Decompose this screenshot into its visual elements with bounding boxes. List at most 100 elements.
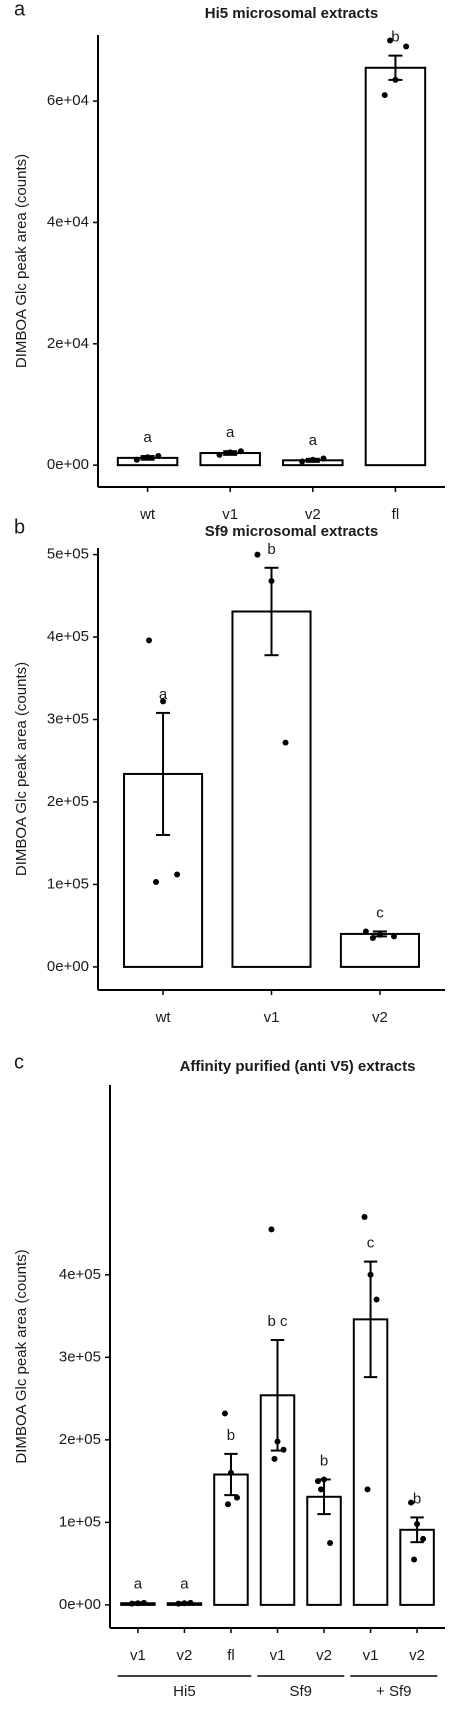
significance-letter: b c: [267, 1313, 288, 1330]
y-tick-label: 1e+05: [47, 875, 89, 892]
significance-letter: c: [376, 904, 384, 921]
y-tick-label: 1e+05: [59, 1513, 101, 1530]
data-point: [174, 871, 181, 878]
data-point: [187, 1599, 194, 1606]
x-tick-label: v1: [130, 1647, 146, 1664]
data-point: [134, 1600, 141, 1607]
data-point: [327, 1540, 334, 1547]
significance-letter: b: [267, 541, 275, 558]
data-point: [181, 1600, 188, 1607]
significance-letter: a: [309, 432, 318, 449]
x-tick-label: v1: [270, 1647, 286, 1664]
y-tick-label: 3e+05: [59, 1348, 101, 1365]
data-point: [144, 454, 151, 461]
y-axis-label: DIMBOA Glc peak area (counts): [13, 1249, 30, 1463]
data-point: [373, 1296, 380, 1303]
data-point: [146, 637, 153, 644]
data-point: [361, 1214, 368, 1221]
y-tick-label: 3e+05: [47, 710, 89, 727]
panel-label: b: [14, 516, 25, 538]
data-point: [140, 1599, 147, 1606]
x-tick-label: v2: [409, 1647, 425, 1664]
data-point: [318, 1486, 325, 1493]
data-point: [237, 448, 244, 455]
chart-title: Hi5 microsomal extracts: [205, 5, 378, 22]
data-point: [321, 1476, 328, 1483]
significance-letter: a: [180, 1575, 189, 1592]
data-point: [268, 1226, 275, 1233]
data-point: [216, 451, 223, 458]
data-point: [376, 931, 383, 938]
group-label: Hi5: [173, 1683, 196, 1700]
y-tick-label: 0e+00: [47, 456, 89, 473]
data-point: [153, 878, 160, 885]
chart-title: Sf9 microsomal extracts: [205, 523, 378, 540]
data-point: [392, 76, 399, 83]
data-point: [369, 935, 376, 942]
y-tick-label: 2e+05: [59, 1431, 101, 1448]
data-point: [224, 1501, 231, 1508]
significance-letter: b: [413, 1490, 421, 1507]
data-point: [362, 928, 369, 935]
x-tick-label: v2: [316, 1647, 332, 1664]
data-point: [234, 1494, 241, 1501]
data-point: [299, 458, 306, 465]
data-point: [414, 1521, 421, 1528]
data-point: [367, 1271, 374, 1278]
x-tick-label: fl: [227, 1647, 235, 1664]
significance-letter: a: [143, 429, 152, 446]
y-tick-label: 6e+04: [47, 92, 89, 109]
significance-letter: b: [391, 29, 399, 46]
y-tick-label: 2e+05: [47, 793, 89, 810]
data-point: [408, 1499, 415, 1506]
data-point: [364, 1486, 371, 1493]
significance-letter: b: [227, 1427, 235, 1444]
panel-label: a: [14, 0, 26, 20]
data-point: [227, 449, 234, 456]
data-point: [227, 1469, 234, 1476]
bar: [231, 610, 312, 968]
group-label: + Sf9: [376, 1683, 411, 1700]
data-point: [381, 92, 388, 99]
panel-label: c: [14, 1051, 24, 1073]
data-point: [309, 456, 316, 463]
y-axis-label: DIMBOA Glc peak area (counts): [13, 154, 30, 368]
data-point: [160, 698, 167, 705]
data-point: [314, 1478, 321, 1485]
data-point: [320, 455, 327, 462]
y-tick-label: 0e+00: [47, 958, 89, 975]
x-tick-label: v2: [305, 506, 321, 523]
data-point: [274, 1438, 281, 1445]
x-tick-label: wt: [139, 506, 156, 523]
y-tick-label: 4e+05: [59, 1266, 101, 1283]
data-point: [271, 1455, 278, 1462]
y-tick-label: 2e+04: [47, 335, 89, 352]
data-point: [254, 551, 261, 558]
y-axis-label: DIMBOA Glc peak area (counts): [13, 662, 30, 876]
data-point: [420, 1535, 427, 1542]
bar: [339, 932, 420, 968]
x-tick-label: fl: [392, 506, 400, 523]
data-point: [411, 1556, 418, 1563]
significance-letter: a: [134, 1575, 143, 1592]
data-point: [282, 739, 289, 746]
data-point: [133, 456, 140, 463]
data-point: [403, 43, 410, 50]
bar: [364, 66, 427, 467]
x-tick-label: wt: [155, 1009, 172, 1026]
data-point: [280, 1446, 287, 1453]
data-point: [268, 577, 275, 584]
data-point: [390, 933, 397, 940]
data-point: [155, 453, 162, 460]
significance-letter: a: [159, 686, 168, 703]
significance-letter: a: [226, 424, 235, 441]
x-tick-label: v1: [264, 1009, 280, 1026]
data-point: [387, 37, 394, 44]
chart-title: Affinity purified (anti V5) extracts: [180, 1058, 416, 1075]
data-point: [128, 1600, 135, 1607]
group-label: Sf9: [290, 1683, 313, 1700]
y-tick-label: 5e+05: [47, 546, 89, 563]
y-tick-label: 0e+00: [59, 1596, 101, 1613]
data-point: [175, 1600, 182, 1607]
